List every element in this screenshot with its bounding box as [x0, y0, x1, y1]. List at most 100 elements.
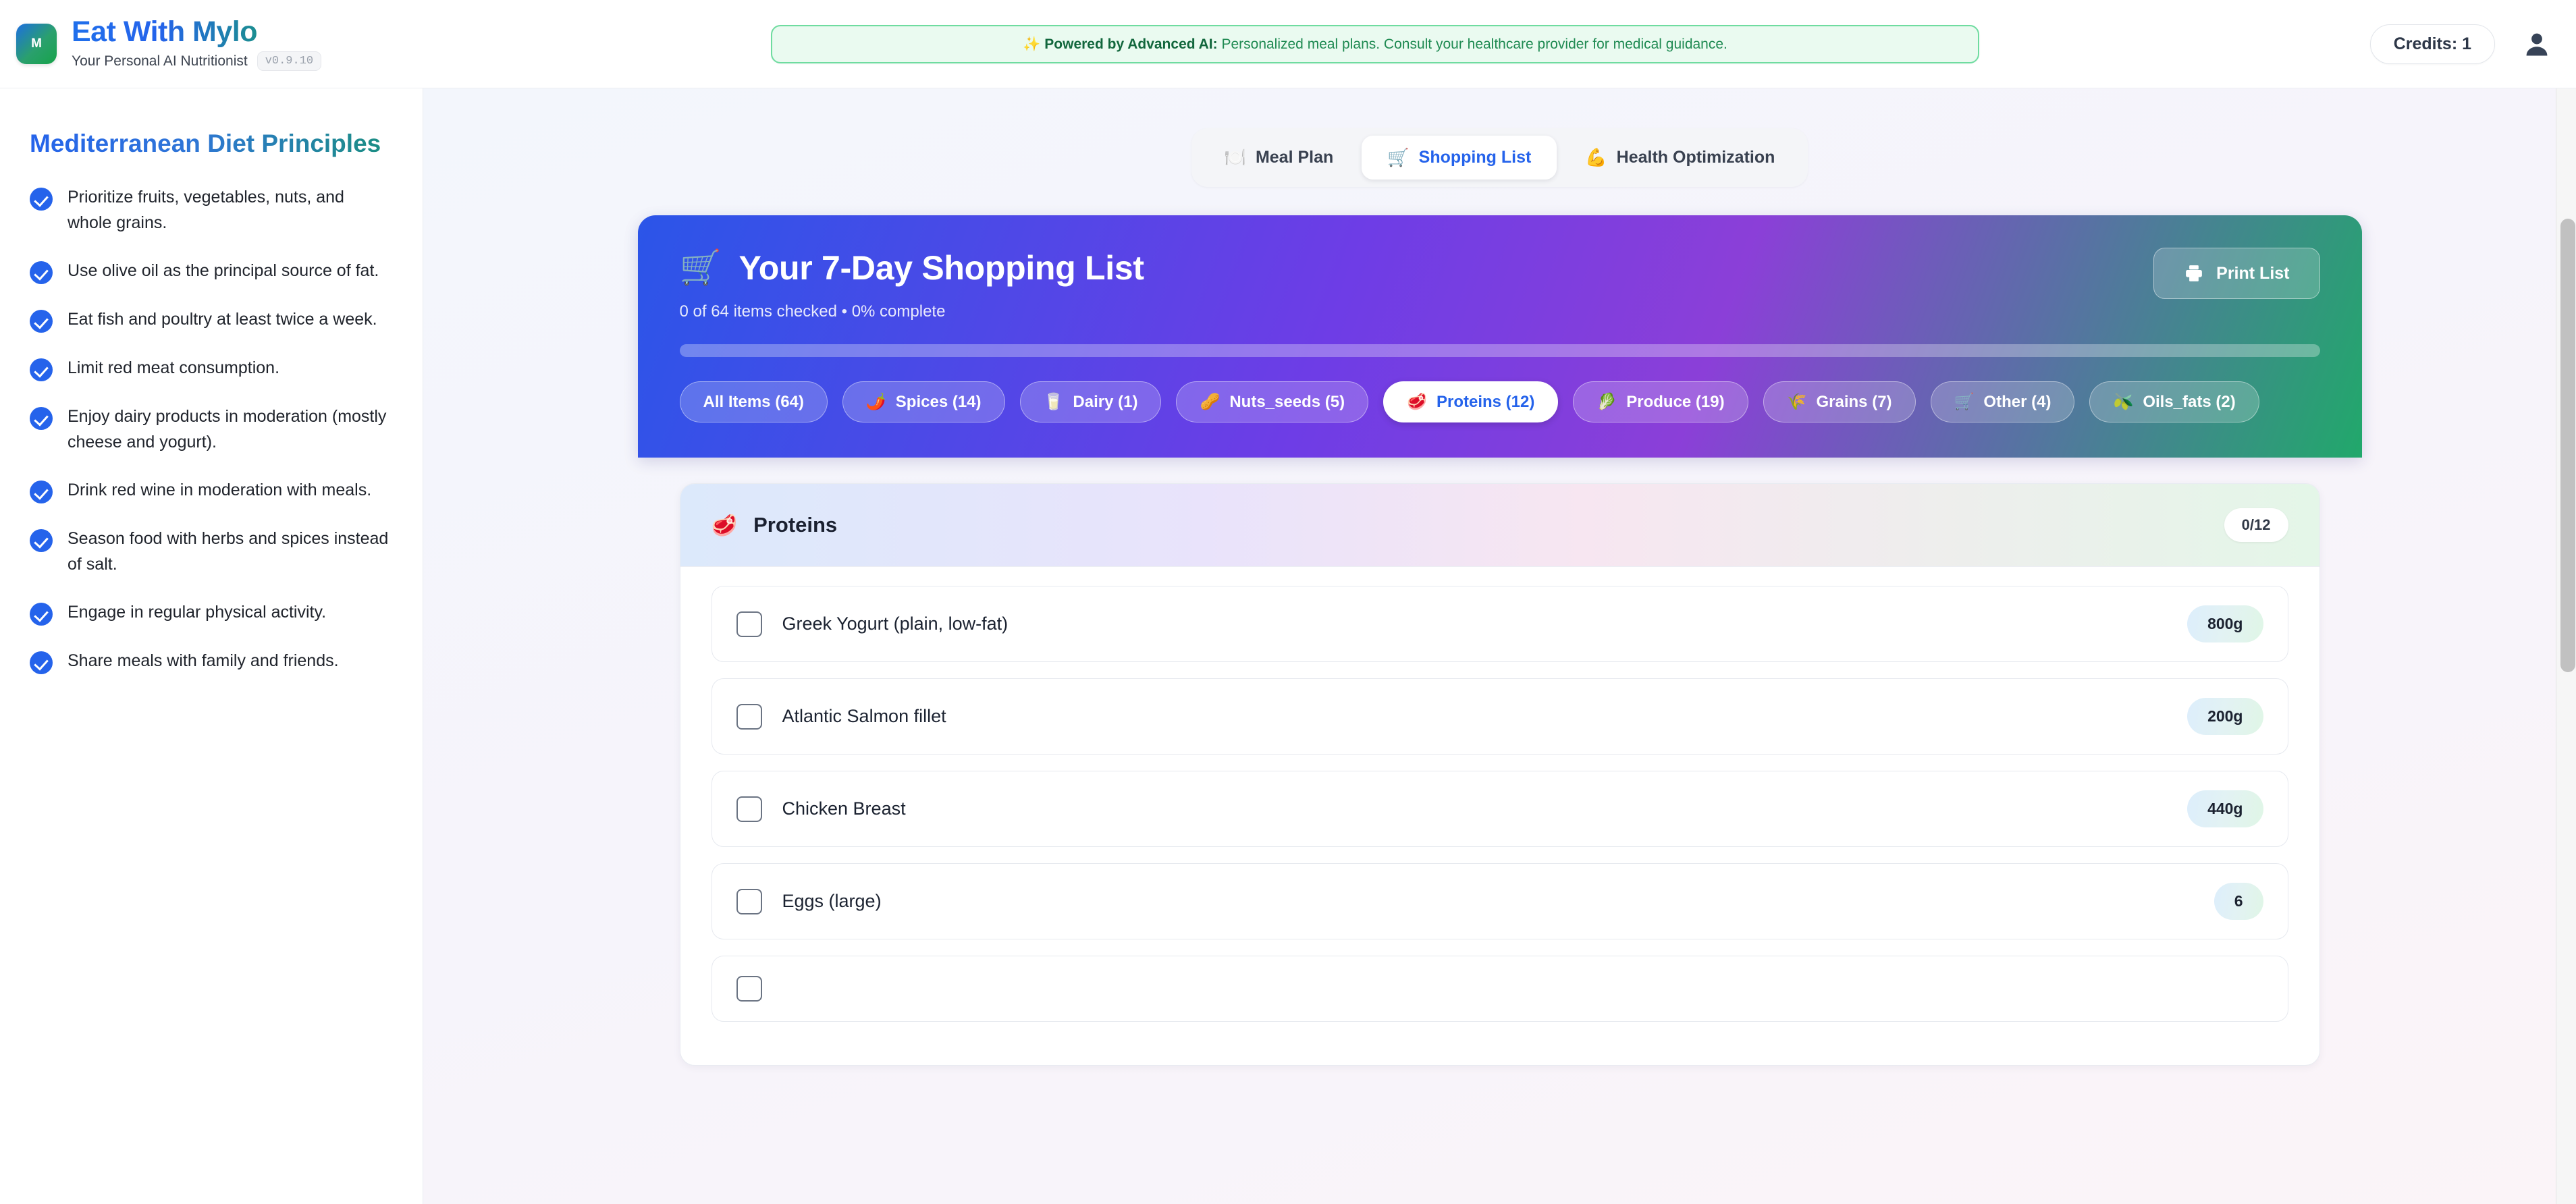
principle-text: Season food with herbs and spices instea… [68, 529, 389, 574]
app-title: Eat With Mylo [72, 16, 321, 47]
muscle-icon: 💪 [1585, 147, 1607, 167]
hero-top-row: 🛒 Your 7-Day Shopping List 0 of 64 items… [680, 248, 2320, 321]
shopping-cart-icon: 🛒 [1954, 393, 1975, 411]
filter-chip-label: Oils_fats (2) [2143, 392, 2236, 411]
top-bar-right: Credits: 1 [2369, 0, 2552, 88]
ai-disclaimer-strong: Powered by Advanced AI: [1044, 36, 1218, 52]
peanuts-icon: 🥜 [1200, 393, 1220, 411]
filter-chip-label: Spices (14) [895, 392, 982, 411]
tab-meal-plan[interactable]: 🍽️ Meal Plan [1199, 136, 1360, 180]
shopping-cart-icon: 🛒 [679, 248, 722, 286]
filter-chip-dairy[interactable]: 🥛 Dairy (1) [1019, 381, 1162, 422]
sidebar-title: Mediterranean Diet Principles [30, 128, 393, 159]
list-item: Drink red wine in moderation with meals. [30, 478, 393, 504]
category-filter-chips: All Items (64) 🌶️ Spices (14) 🥛 Dairy (1… [679, 381, 2320, 422]
proteins-section: 🥩 Proteins 0/12 Greek Yogurt (plain, low… [679, 483, 2320, 1066]
item-checkbox[interactable] [736, 976, 762, 1002]
filter-chip-spices[interactable]: 🌶️ Spices (14) [842, 381, 1005, 422]
section-title: 🥩 Proteins [712, 513, 838, 538]
item-quantity-badge: 800g [2187, 605, 2263, 642]
chili-pepper-icon: 🌶️ [865, 393, 886, 411]
filter-chip-produce[interactable]: 🥬 Produce (19) [1573, 381, 1748, 422]
item-quantity-badge: 440g [2187, 790, 2263, 827]
check-circle-icon [30, 407, 53, 431]
principle-text: Enjoy dairy products in moderation (most… [68, 407, 387, 451]
list-item: Engage in regular physical activity. [30, 600, 393, 626]
principle-text: Prioritize fruits, vegetables, nuts, and… [68, 188, 344, 232]
version-badge: v0.9.10 [257, 51, 322, 72]
filter-chip-label: Produce (19) [1626, 392, 1725, 411]
sheaf-of-rice-icon: 🌾 [1786, 393, 1807, 411]
tab-bar: 🍽️ Meal Plan 🛒 Shopping List 💪 Health Op… [1191, 128, 1808, 187]
tab-label: Health Optimization [1616, 148, 1775, 167]
check-circle-icon [30, 310, 53, 333]
filter-chip-proteins[interactable]: 🥩 Proteins (12) [1383, 381, 1559, 422]
ai-disclaimer-text: ✨ Powered by Advanced AI: Personalized me… [1023, 36, 1727, 53]
plate-icon: 🍽️ [1224, 147, 1246, 167]
item-left [736, 976, 782, 1002]
filter-chip-all-items[interactable]: All Items (64) [679, 381, 828, 422]
filter-chip-nuts-seeds[interactable]: 🥜 Nuts_seeds (5) [1176, 381, 1369, 422]
filter-chip-label: Dairy (1) [1073, 392, 1138, 411]
list-item: Share meals with family and friends. [30, 649, 393, 675]
item-left: Chicken Breast [736, 796, 906, 822]
check-circle-icon [30, 188, 53, 211]
app-tagline: Your Personal AI Nutritionist [72, 53, 248, 69]
meat-icon: 🥩 [711, 513, 738, 537]
item-name: Atlantic Salmon fillet [782, 706, 946, 726]
principle-text: Eat fish and poultry at least twice a we… [68, 310, 377, 329]
shopping-cart-icon: 🛒 [1387, 147, 1410, 167]
principle-text: Limit red meat consumption. [68, 358, 280, 378]
item-quantity-badge: 200g [2187, 698, 2263, 735]
item-name: Eggs (large) [782, 891, 882, 911]
item-checkbox[interactable] [736, 888, 762, 914]
top-bar: M Eat With Mylo Your Personal AI Nutriti… [0, 0, 2576, 88]
vertical-scrollbar[interactable] [2556, 88, 2576, 1204]
item-quantity-badge: 6 [2213, 883, 2263, 920]
filter-chip-oils-fats[interactable]: 🫒 Oils_fats (2) [2089, 381, 2259, 422]
item-name: Chicken Breast [782, 798, 906, 819]
item-list: Greek Yogurt (plain, low-fat) 800g Atlan… [680, 567, 2319, 1065]
meat-icon: 🥩 [1407, 393, 1427, 411]
check-circle-icon [30, 358, 53, 382]
print-list-button[interactable]: Print List [2153, 248, 2320, 299]
progress-bar [679, 344, 2320, 357]
filter-chip-label: Nuts_seeds (5) [1229, 392, 1345, 411]
check-circle-icon [30, 529, 53, 553]
list-item: Use olive oil as the principal source of… [30, 258, 393, 285]
item-checkbox[interactable] [736, 703, 762, 730]
item-name: Greek Yogurt (plain, low-fat) [782, 613, 1009, 634]
check-circle-icon [30, 651, 53, 675]
tabs-container: 🍽️ Meal Plan 🛒 Shopping List 💪 Health Op… [423, 88, 2576, 187]
hero-left: 🛒 Your 7-Day Shopping List 0 of 64 items… [679, 248, 1145, 321]
check-circle-icon [30, 261, 53, 285]
tab-health-optimization[interactable]: 💪 Health Optimization [1559, 136, 1800, 180]
list-item: Season food with herbs and spices instea… [30, 526, 393, 577]
filter-chip-grains[interactable]: 🌾 Grains (7) [1763, 381, 1916, 422]
brand[interactable]: M Eat With Mylo Your Personal AI Nutriti… [16, 16, 322, 72]
sparkles-icon: ✨ [1023, 36, 1041, 52]
milk-glass-icon: 🥛 [1043, 393, 1064, 411]
list-item[interactable] [711, 956, 2288, 1022]
user-icon[interactable] [2522, 30, 2552, 59]
item-left: Atlantic Salmon fillet [736, 703, 946, 730]
ai-disclaimer-banner: ✨ Powered by Advanced AI: Personalized me… [771, 25, 1979, 63]
credits-badge[interactable]: Credits: 1 [2369, 24, 2495, 64]
shopping-list-hero: 🛒 Your 7-Day Shopping List 0 of 64 items… [637, 215, 2362, 458]
principle-text: Share meals with family and friends. [68, 651, 339, 671]
list-item[interactable]: Greek Yogurt (plain, low-fat) 800g [711, 586, 2288, 662]
section-count-badge: 0/12 [2224, 508, 2288, 542]
scrollbar-thumb[interactable] [2560, 219, 2575, 672]
section-title-text: Proteins [753, 513, 838, 537]
filter-chip-label: Other (4) [1983, 392, 2051, 411]
list-item[interactable]: Atlantic Salmon fillet 200g [711, 678, 2288, 755]
principle-text: Use olive oil as the principal source of… [68, 261, 379, 281]
tab-shopping-list[interactable]: 🛒 Shopping List [1362, 136, 1557, 180]
list-item[interactable]: Eggs (large) 6 [711, 863, 2288, 939]
item-left: Greek Yogurt (plain, low-fat) [736, 611, 1009, 637]
filter-chip-other[interactable]: 🛒 Other (4) [1930, 381, 2075, 422]
item-checkbox[interactable] [736, 796, 762, 822]
section-header: 🥩 Proteins 0/12 [680, 484, 2319, 567]
item-checkbox[interactable] [736, 611, 762, 637]
list-item[interactable]: Chicken Breast 440g [711, 771, 2288, 847]
